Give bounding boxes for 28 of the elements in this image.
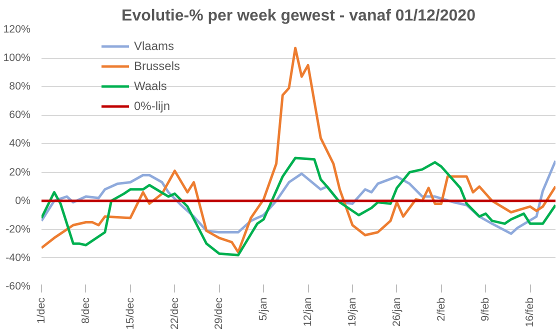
x-tick-label: 19/jan — [346, 297, 358, 327]
y-tick-label: -40% — [6, 252, 32, 264]
y-tick-label: 100% — [3, 52, 32, 64]
y-tick-label: 0% — [15, 194, 32, 207]
legend-label: Brussels — [134, 59, 180, 73]
legend-label: Vlaams — [134, 39, 174, 53]
x-tick-label: 1/dec — [36, 296, 48, 324]
y-tick-label: 120% — [3, 24, 32, 36]
x-tick-label: 2/feb — [435, 297, 448, 322]
x-tick-label: 8/dec — [80, 296, 92, 324]
x-tick-label: 29/dec — [213, 296, 226, 330]
y-tick-label: 60% — [9, 109, 32, 122]
chart-title: Evolutie-% per week gewest - vanaf 01/12/2020 — [122, 8, 476, 24]
legend-label: Waals — [134, 79, 167, 93]
x-tick-label: 16/feb — [524, 297, 536, 328]
line-series — [42, 156, 556, 256]
y-tick-label: 20% — [9, 166, 32, 178]
x-tick-label: 15/dec — [124, 296, 136, 330]
x-tick-label: 5/jan — [258, 297, 270, 321]
y-tick-label: -60% — [6, 280, 32, 292]
x-tick-label: 26/jan — [390, 297, 403, 327]
x-tick-label: 9/feb — [480, 297, 492, 322]
y-tick-label: -20% — [6, 223, 32, 236]
x-tick-label: 12/jan — [302, 297, 314, 327]
x-tick-label: 22/dec — [168, 296, 181, 330]
legend-label: 0%-lijn — [134, 99, 170, 113]
y-tick-label: 40% — [9, 138, 32, 150]
y-tick-label: 80% — [9, 80, 32, 93]
